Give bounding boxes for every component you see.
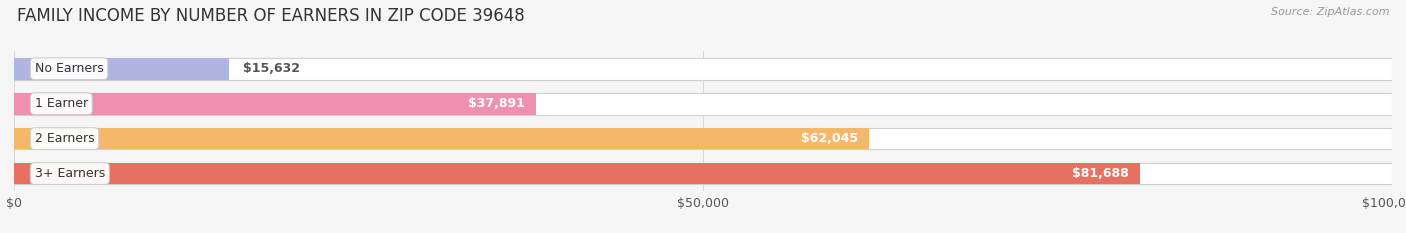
Text: $37,891: $37,891	[468, 97, 524, 110]
Text: Source: ZipAtlas.com: Source: ZipAtlas.com	[1271, 7, 1389, 17]
Text: FAMILY INCOME BY NUMBER OF EARNERS IN ZIP CODE 39648: FAMILY INCOME BY NUMBER OF EARNERS IN ZI…	[17, 7, 524, 25]
Bar	[14, 163, 1140, 185]
Bar	[14, 163, 1392, 185]
Bar	[14, 58, 229, 80]
Text: 2 Earners: 2 Earners	[35, 132, 94, 145]
Bar	[14, 128, 869, 150]
Text: 3+ Earners: 3+ Earners	[35, 167, 105, 180]
Text: $15,632: $15,632	[243, 62, 301, 75]
Text: $62,045: $62,045	[801, 132, 858, 145]
Bar	[14, 58, 1392, 80]
Text: 1 Earner: 1 Earner	[35, 97, 87, 110]
Text: $81,688: $81,688	[1071, 167, 1129, 180]
Bar	[14, 93, 536, 115]
Bar	[14, 128, 1392, 150]
Bar	[14, 93, 1392, 115]
Text: No Earners: No Earners	[35, 62, 104, 75]
